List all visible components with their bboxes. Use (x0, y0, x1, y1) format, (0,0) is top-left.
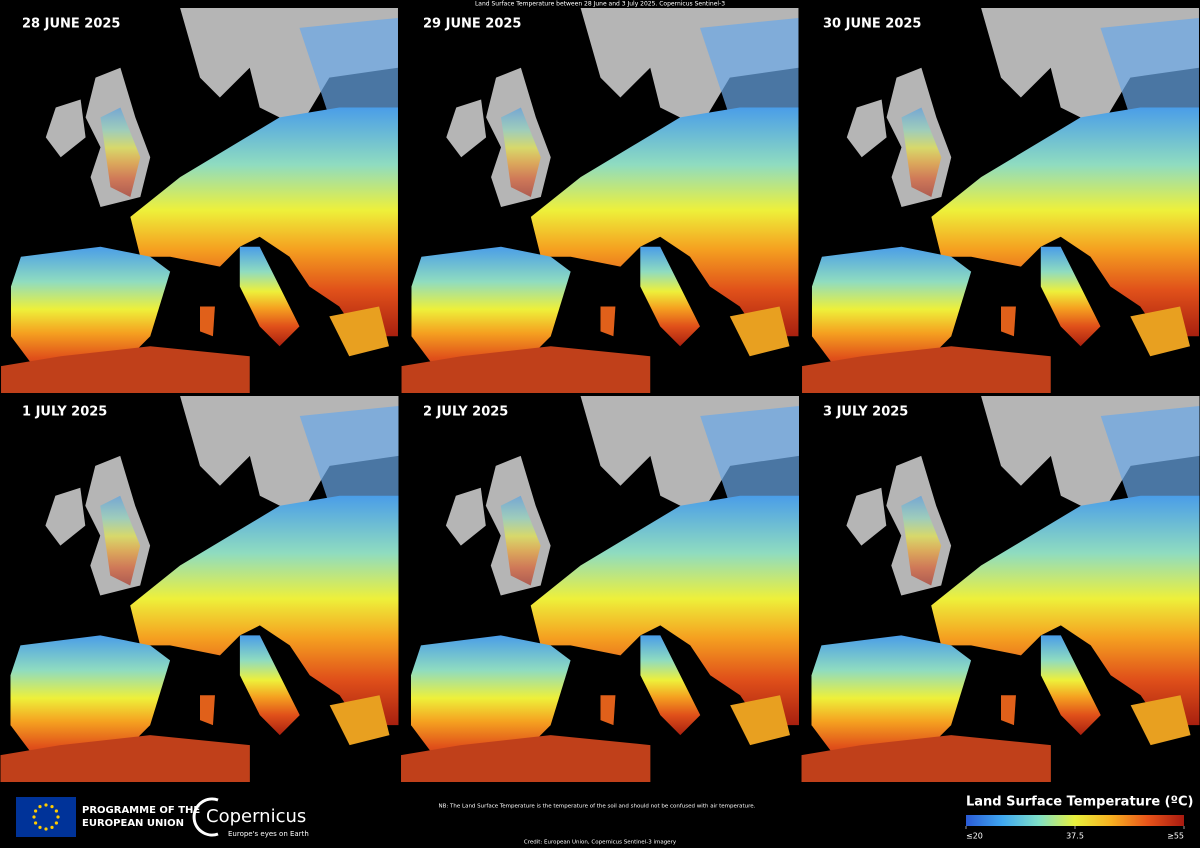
legend-bar (966, 815, 1184, 826)
map-panel (801, 396, 1200, 782)
map-panel (401, 8, 799, 393)
programme-line: PROGRAMME OF THE (82, 805, 200, 816)
tagline: Europe's eyes on Earth (228, 830, 309, 838)
legend-tick-label: ≤20 (966, 832, 983, 841)
eu-star (44, 827, 48, 831)
eu-star (34, 821, 38, 825)
legend-title: Land Surface Temperature (ºC) (966, 795, 1193, 810)
eu-star (50, 805, 54, 809)
eu-star (38, 805, 42, 809)
panel-label: 29 JUNE 2025 (423, 17, 521, 32)
panel-label: 1 JULY 2025 (22, 405, 107, 420)
map-panel (0, 396, 399, 782)
map-panel (802, 8, 1199, 393)
eu-star (38, 825, 42, 829)
programme-line: EUROPEAN UNION (82, 818, 184, 829)
note: NB: The Land Surface Temperature is the … (439, 804, 756, 810)
panel-label: 3 JULY 2025 (823, 405, 908, 420)
eu-star (50, 825, 54, 829)
logo-swoosh (192, 797, 219, 837)
map-panel (401, 396, 799, 782)
panel-label: 28 JUNE 2025 (22, 17, 120, 32)
eu-star (32, 815, 36, 819)
eu-star (34, 809, 38, 813)
credit: Credit: European Union, Copernicus Senti… (524, 840, 677, 846)
logo: Copernicus (206, 806, 306, 827)
eu-star (44, 803, 48, 807)
figure-title: Land Surface Temperature between 28 June… (475, 1, 725, 8)
eu-star (54, 821, 58, 825)
map-panel (1, 8, 398, 393)
panel-label: 30 JUNE 2025 (823, 17, 921, 32)
legend-tick-label: 37.5 (1066, 832, 1084, 841)
legend-tick-label: ≥55 (1167, 832, 1184, 841)
eu-flag (16, 797, 76, 837)
panel-label: 2 JULY 2025 (423, 405, 508, 420)
eu-star (54, 809, 58, 813)
eu-star (56, 815, 60, 819)
